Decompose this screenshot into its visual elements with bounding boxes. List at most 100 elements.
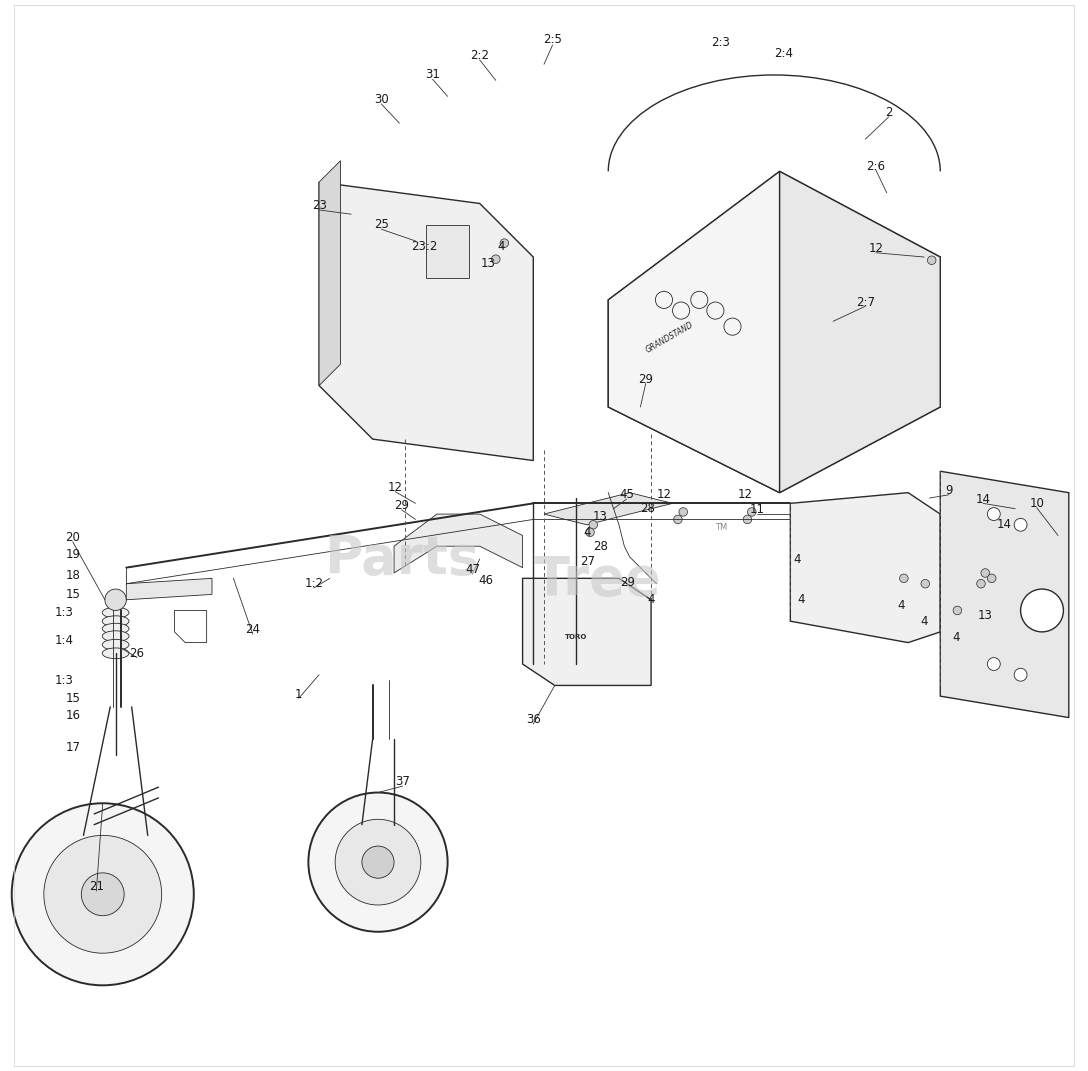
Polygon shape: [126, 578, 212, 600]
Text: 15: 15: [65, 692, 81, 705]
Ellipse shape: [102, 639, 129, 650]
Text: 12: 12: [387, 481, 403, 494]
Circle shape: [977, 579, 986, 588]
Circle shape: [104, 589, 126, 610]
Text: 14: 14: [976, 493, 990, 506]
Polygon shape: [940, 471, 1068, 718]
Polygon shape: [780, 171, 940, 493]
Circle shape: [589, 521, 597, 529]
Polygon shape: [319, 161, 341, 386]
Text: 2: 2: [886, 106, 892, 119]
Polygon shape: [522, 578, 651, 685]
Text: 2:6: 2:6: [866, 160, 886, 172]
Text: 1: 1: [295, 688, 302, 700]
Circle shape: [500, 239, 509, 247]
Text: 11: 11: [750, 503, 765, 516]
Text: 4: 4: [583, 526, 591, 539]
Text: 16: 16: [65, 709, 81, 722]
Text: 45: 45: [619, 488, 634, 501]
Circle shape: [1014, 668, 1027, 681]
Ellipse shape: [102, 607, 129, 618]
Text: 4: 4: [897, 599, 904, 612]
Polygon shape: [394, 514, 522, 573]
Text: 4: 4: [953, 631, 960, 644]
Text: 36: 36: [526, 713, 541, 726]
Circle shape: [308, 793, 447, 932]
Text: 28: 28: [593, 540, 608, 553]
Text: 4: 4: [497, 240, 505, 253]
Text: 23:2: 23:2: [411, 240, 437, 253]
Text: 24: 24: [245, 623, 260, 636]
Text: TORO: TORO: [565, 634, 588, 640]
Ellipse shape: [102, 616, 129, 627]
Text: 2:5: 2:5: [543, 33, 562, 46]
Text: 1:3: 1:3: [54, 606, 74, 619]
Circle shape: [1021, 589, 1063, 632]
Text: 4: 4: [647, 593, 655, 606]
Circle shape: [988, 658, 1000, 670]
Text: Parts: Parts: [324, 533, 480, 585]
Text: GRANDSTAND: GRANDSTAND: [644, 320, 695, 355]
Text: 12: 12: [868, 242, 883, 255]
Text: 47: 47: [466, 563, 481, 576]
Text: 23: 23: [311, 199, 326, 212]
Polygon shape: [544, 493, 672, 525]
Text: 29: 29: [394, 499, 409, 512]
Circle shape: [953, 606, 962, 615]
Text: 29: 29: [639, 373, 653, 386]
Text: 4: 4: [793, 553, 801, 565]
Text: 19: 19: [65, 548, 81, 561]
Text: 37: 37: [395, 775, 410, 788]
Polygon shape: [426, 225, 469, 278]
Text: 18: 18: [65, 569, 81, 582]
Circle shape: [900, 574, 908, 583]
Ellipse shape: [102, 623, 129, 634]
Polygon shape: [790, 493, 940, 643]
Ellipse shape: [102, 648, 129, 659]
Text: 13: 13: [592, 510, 607, 523]
Text: 14: 14: [997, 518, 1012, 531]
Ellipse shape: [102, 631, 129, 642]
Text: 27: 27: [580, 555, 595, 568]
Circle shape: [44, 835, 162, 953]
Text: 28: 28: [641, 502, 655, 515]
Polygon shape: [608, 171, 780, 493]
Circle shape: [920, 579, 929, 588]
Circle shape: [743, 515, 752, 524]
Text: 29: 29: [620, 576, 635, 589]
Text: 12: 12: [738, 488, 753, 501]
Text: 4: 4: [920, 615, 928, 628]
Text: 17: 17: [65, 741, 81, 754]
Text: 25: 25: [374, 218, 388, 231]
Text: 1:4: 1:4: [54, 634, 74, 647]
Text: 9: 9: [945, 484, 953, 497]
Circle shape: [335, 819, 421, 905]
Text: 46: 46: [479, 574, 494, 587]
Circle shape: [988, 508, 1000, 521]
Circle shape: [679, 508, 688, 516]
Text: 2:3: 2:3: [712, 36, 730, 49]
Text: 2:2: 2:2: [470, 49, 490, 62]
Text: 13: 13: [978, 609, 992, 622]
Text: 21: 21: [89, 880, 103, 893]
Circle shape: [12, 803, 194, 985]
Text: 31: 31: [425, 69, 440, 81]
Circle shape: [927, 256, 936, 265]
Text: 13: 13: [481, 257, 496, 270]
Circle shape: [747, 508, 756, 516]
Text: 4: 4: [798, 593, 805, 606]
Text: 26: 26: [129, 647, 145, 660]
Polygon shape: [319, 182, 533, 461]
Text: 2:7: 2:7: [856, 296, 875, 308]
Circle shape: [585, 528, 594, 537]
Circle shape: [492, 255, 500, 263]
Circle shape: [981, 569, 990, 577]
Text: TM: TM: [716, 523, 728, 531]
Circle shape: [988, 574, 996, 583]
Text: 10: 10: [1029, 497, 1044, 510]
Circle shape: [82, 873, 124, 916]
Text: 2:4: 2:4: [775, 47, 793, 60]
Text: 1:3: 1:3: [54, 674, 74, 687]
Text: 15: 15: [65, 588, 81, 601]
Text: 1:2: 1:2: [305, 577, 323, 590]
